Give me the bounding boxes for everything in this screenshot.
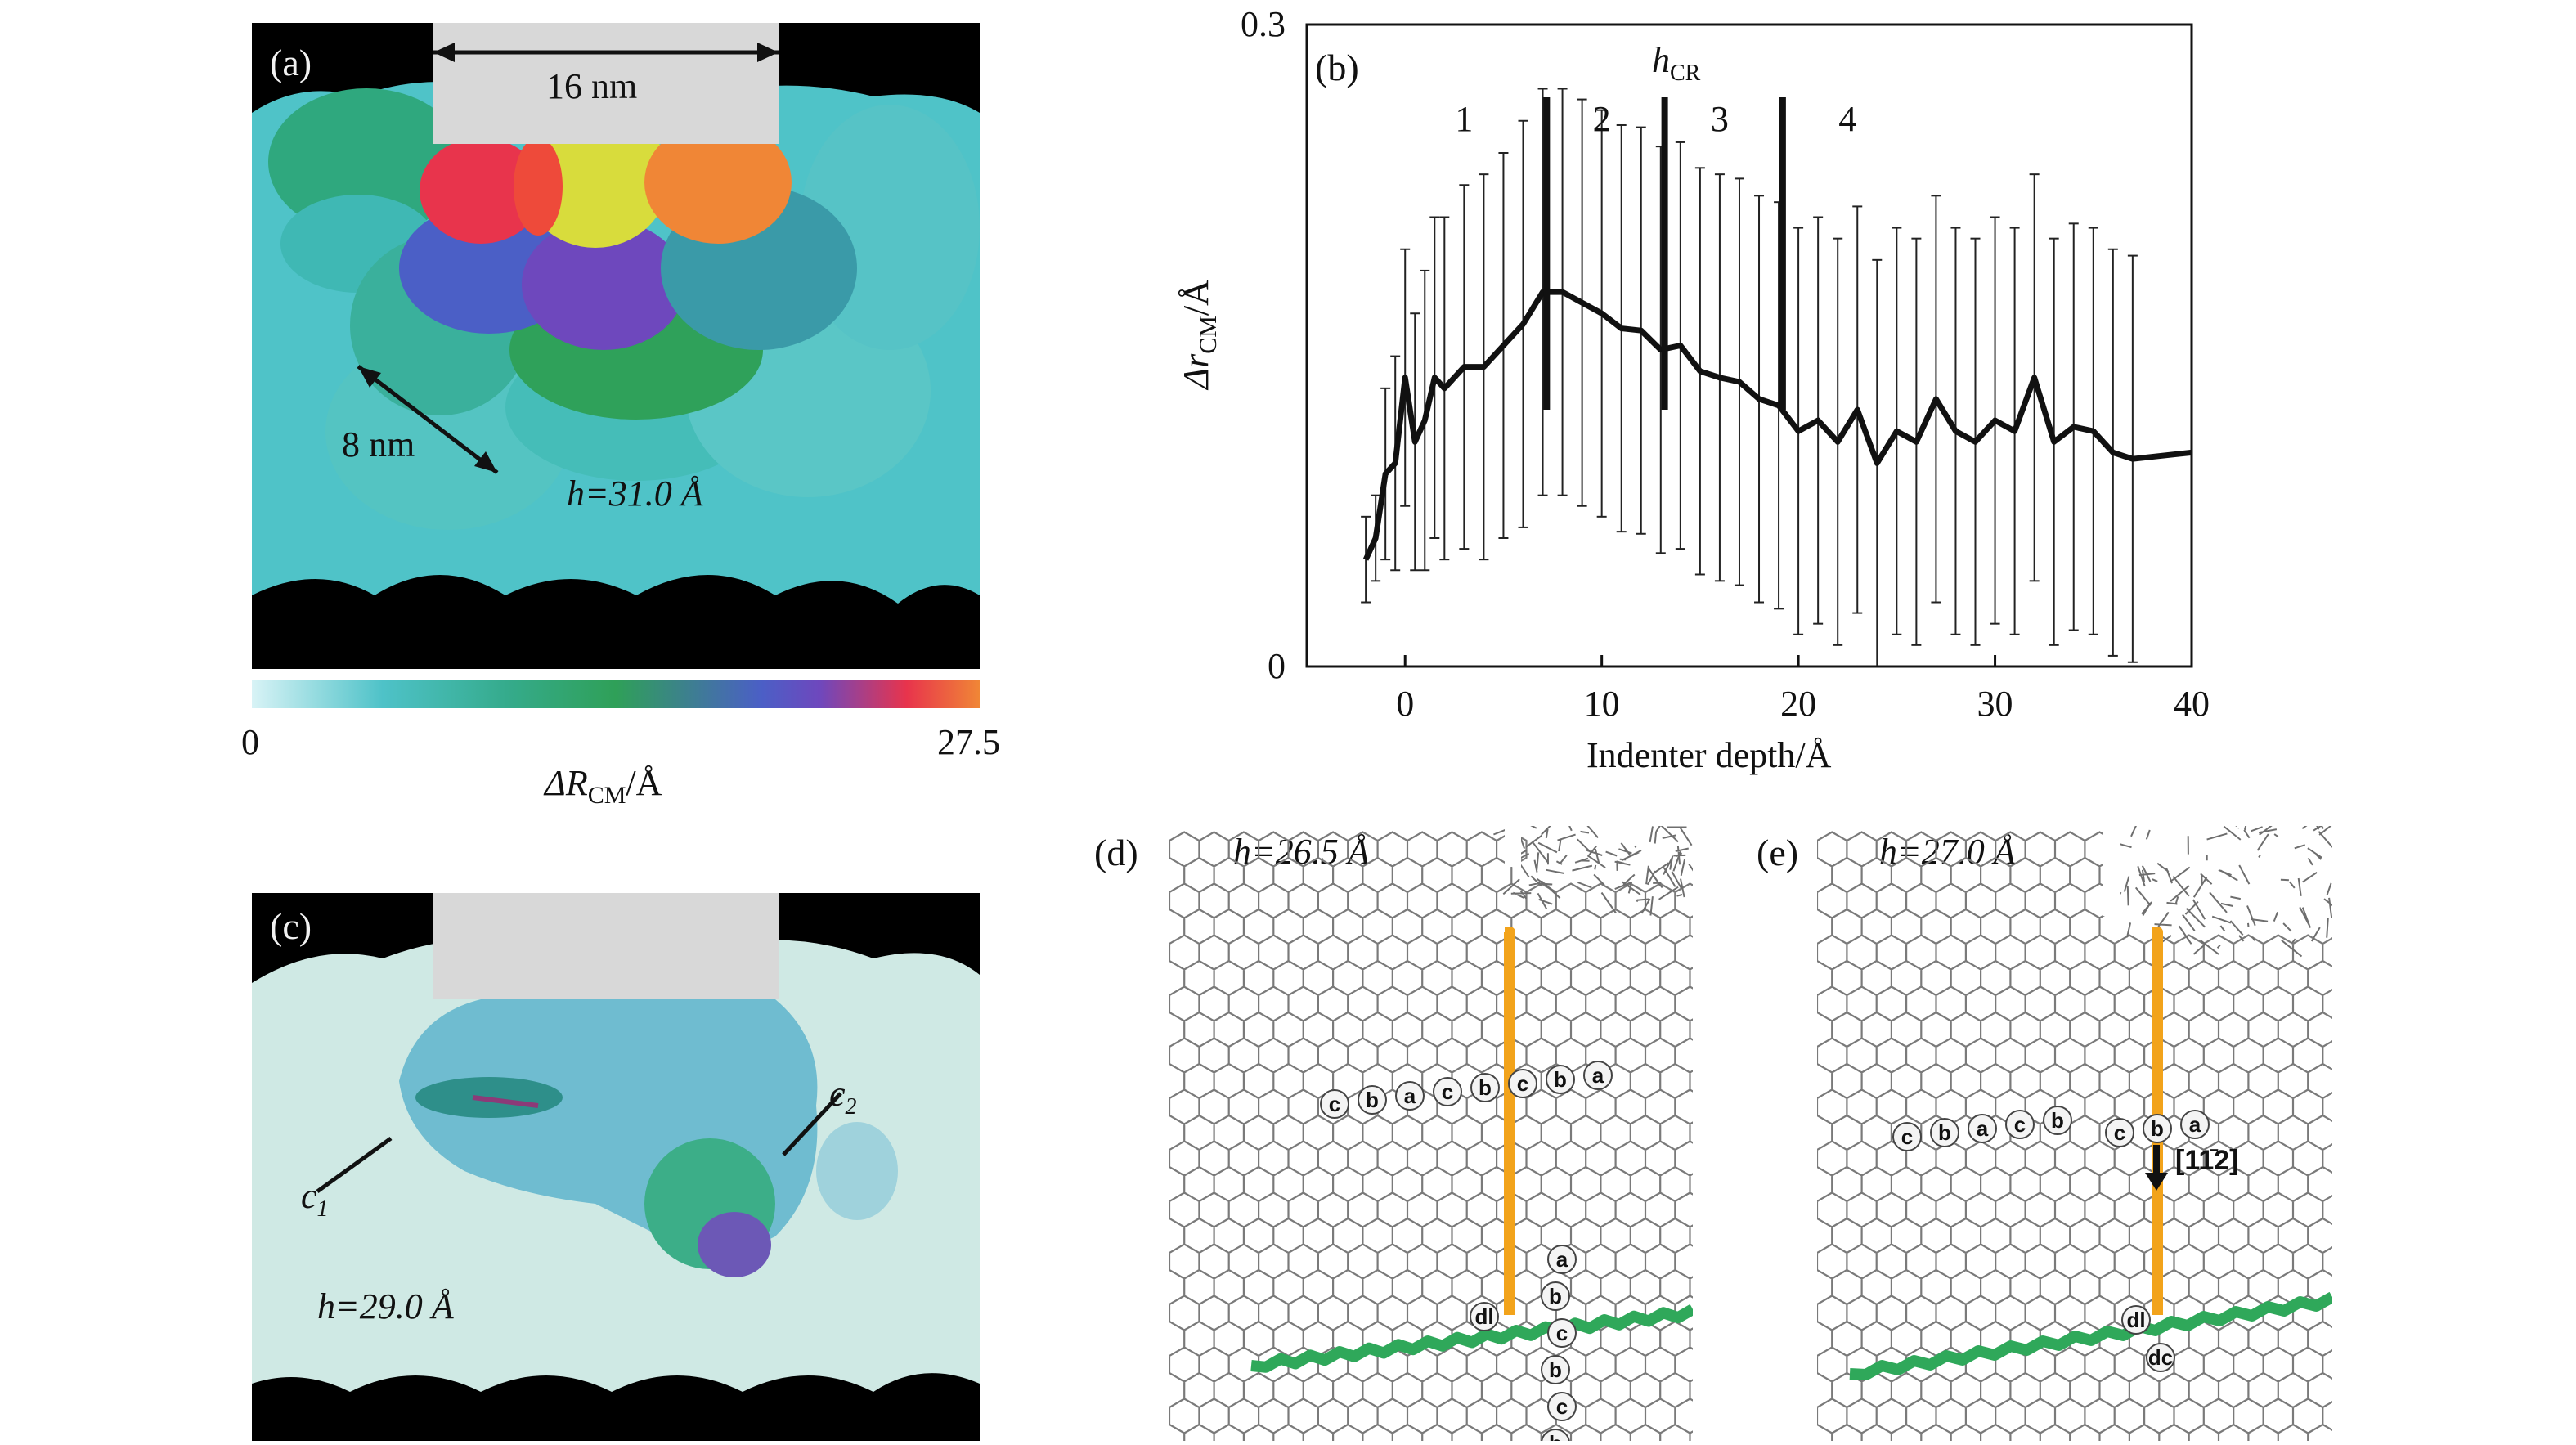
stack-label: b: [1554, 1067, 1567, 1092]
panel-label: (b): [1315, 46, 1359, 89]
direction-arrowhead: [2145, 1173, 2168, 1191]
stack-label: a: [1977, 1116, 1989, 1141]
region-number: 2: [1593, 99, 1611, 139]
colorbar-max: 27.5: [937, 721, 1000, 763]
lattice-image-d: cbacbcbaabcbcbdl: [1169, 826, 1693, 1441]
x-tick-label: 30: [1977, 684, 2013, 724]
stack-label: c: [1901, 1124, 1913, 1149]
stack-label: b: [2051, 1108, 2064, 1133]
colorbar-title: ΔRCM/Å: [545, 762, 662, 810]
x-axis-label: Indenter depth/Å: [1586, 734, 1831, 776]
stack-label-lower: b: [1549, 1431, 1562, 1441]
chart-errorbars: [1361, 89, 2138, 667]
stack-label: a: [2189, 1112, 2201, 1137]
grain-map-image: [252, 23, 980, 669]
x-tick-label: 10: [1584, 684, 1620, 724]
stack-label: b: [1479, 1075, 1492, 1100]
stack-label-lower: a: [1556, 1247, 1568, 1272]
colorbar-min: 0: [241, 721, 259, 763]
depth-chart: 0 10 20 30 40 0 0.3 1 2 3 4: [1129, 0, 2233, 801]
twin-boundary: [1505, 932, 1510, 1315]
c1-label: c1: [301, 1175, 329, 1223]
panel-label: (a): [270, 41, 312, 84]
displacement-map-image: [252, 893, 980, 1441]
stack-label: b: [1366, 1088, 1379, 1112]
region-number: 1: [1455, 99, 1473, 139]
y-axis-label-sub: CM: [1195, 316, 1222, 354]
stack-label: c: [1517, 1071, 1528, 1096]
c2-symbol: c: [829, 1074, 846, 1114]
scale-label-16nm: 16 nm: [546, 65, 637, 107]
region-number: 3: [1711, 99, 1729, 139]
panel-label: (c): [270, 904, 312, 948]
dislocation-label: dl: [2126, 1308, 2145, 1332]
stack-label: c: [2014, 1112, 2026, 1137]
stack-label: a: [1404, 1084, 1416, 1108]
depth-label: h=29.0 Å: [317, 1286, 454, 1327]
dislocation-core-label: dc: [2148, 1345, 2173, 1370]
x-tick-label: 0: [1396, 684, 1414, 724]
dislocation-label: dl: [1474, 1304, 1493, 1329]
y-axis-label: ΔrCM/Å: [1175, 245, 1223, 424]
stack-label: b: [1938, 1120, 1951, 1145]
c2-label: c2: [829, 1073, 857, 1120]
colorbar: [252, 680, 980, 708]
c1-sub: 1: [317, 1196, 329, 1222]
direction-label: [11̄2]: [2175, 1145, 2239, 1176]
region-number: 4: [1838, 99, 1856, 139]
plot-frame: [1307, 25, 2192, 666]
stack-label: a: [1592, 1063, 1604, 1088]
x-tick-label: 40: [2174, 684, 2210, 724]
colorbar-title-symbol: ΔR: [545, 763, 588, 803]
lattice-image-e: c b a c b c b adldc[11̄2]: [1817, 826, 2332, 1441]
panel-a: (a) 16 nm 8 nm h=31.0 Å: [252, 23, 980, 669]
region-marker-label: hCR: [1652, 39, 1700, 87]
stack-label: c: [1442, 1079, 1453, 1104]
colorbar-title-unit: /Å: [626, 763, 662, 803]
hexagonal-lattice: [1169, 832, 1693, 1442]
region-marker-symbol: h: [1652, 40, 1670, 80]
stack-label: b: [2151, 1116, 2164, 1141]
y-axis-label-symbol: Δr: [1176, 354, 1216, 389]
c1-symbol: c: [301, 1176, 317, 1216]
colorbar-title-sub: CM: [588, 782, 626, 809]
y-tick-label: 0.3: [1241, 4, 1286, 44]
scale-label-8nm: 8 nm: [342, 424, 415, 465]
panel-c: (c) c1 c2 h=29.0 Å: [252, 893, 980, 1441]
panel-e: c b a c b c b a dl dc [11̄2]: [1817, 826, 2332, 1441]
region-marker-sub: CR: [1670, 61, 1700, 86]
y-tick-label: 0: [1268, 646, 1286, 686]
panel-b: 0 10 20 30 40 0 0.3 1234 (b) Indenter depth/Å …: [1129, 0, 2233, 801]
depth-label: h=31.0 Å: [567, 473, 703, 514]
panel-label-d: (d): [1094, 831, 1138, 874]
stack-label: c: [1329, 1092, 1340, 1116]
grain-boundary: [1850, 1297, 2332, 1375]
chart-regions: 1 2 3 4: [1455, 97, 1856, 410]
x-tick-label: 20: [1780, 684, 1816, 724]
c2-sub: 2: [846, 1094, 857, 1120]
y-axis-label-unit: /Å: [1176, 280, 1216, 316]
stack-label: c: [2114, 1120, 2125, 1145]
stack-label-lower: c: [1556, 1321, 1568, 1345]
stack-label-lower: c: [1556, 1394, 1568, 1419]
stack-label-lower: b: [1549, 1284, 1562, 1308]
panel-d: cbacbcbaabcbcbdl: [1169, 826, 1693, 1441]
panel-label-e: (e): [1757, 831, 1798, 874]
stack-label-lower: b: [1549, 1357, 1562, 1382]
